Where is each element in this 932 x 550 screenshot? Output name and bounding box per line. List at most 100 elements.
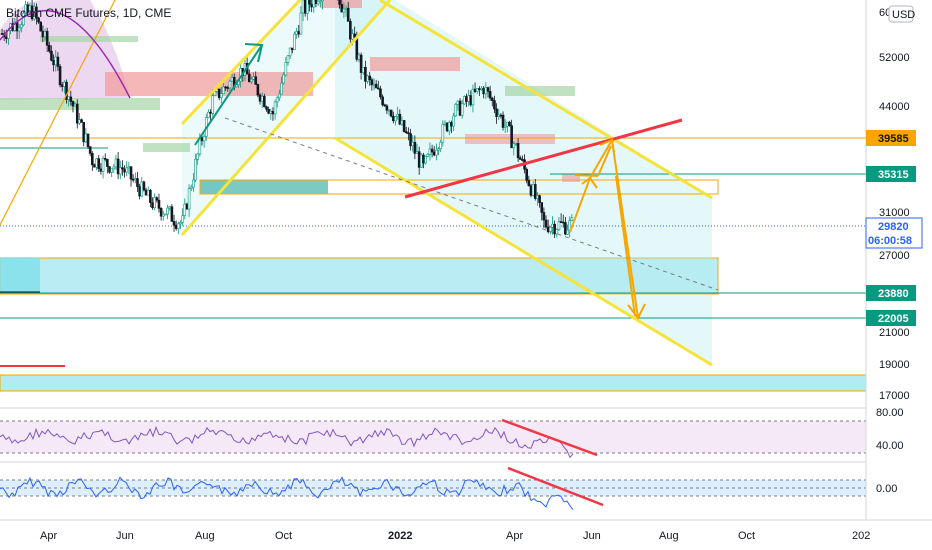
candle-body	[73, 103, 77, 107]
candle-body	[312, 0, 316, 8]
candle-body	[340, 4, 344, 13]
candle-body	[303, 0, 307, 14]
candle-body	[185, 203, 189, 210]
candle-body	[536, 195, 539, 199]
candle-body	[450, 122, 453, 127]
candle-body	[420, 154, 423, 168]
candle-body	[490, 97, 494, 101]
candle-body	[561, 221, 565, 224]
candle-body	[394, 116, 397, 122]
candle-body	[435, 149, 438, 156]
candle-body	[211, 95, 215, 114]
teal-arrow	[194, 44, 263, 146]
candle-body	[91, 153, 94, 166]
candle-body	[168, 206, 172, 209]
candle-body	[17, 27, 21, 32]
candle-body	[82, 122, 86, 143]
y-tick-label: 19000	[879, 359, 910, 371]
candle-body	[288, 47, 292, 57]
candle-body	[5, 36, 8, 39]
price-tag-label: 23880	[878, 288, 909, 300]
x-tick-label: 2022	[388, 530, 412, 542]
candle-body	[295, 31, 298, 35]
candle-body	[385, 105, 389, 111]
candle-body	[353, 33, 356, 38]
up-channel-upper	[180, 0, 302, 126]
green-block-3	[505, 86, 575, 96]
candle-body	[555, 229, 559, 235]
candle-body	[463, 96, 466, 105]
green-block-4	[143, 143, 190, 152]
currency-badge	[888, 5, 914, 23]
candle-body	[170, 206, 174, 222]
candle-body	[138, 186, 141, 197]
price-tags: 39585 35315 23880 22005	[866, 130, 916, 326]
candle-body	[22, 12, 25, 26]
candle-body	[192, 179, 195, 188]
osc-pane	[0, 461, 932, 510]
red-block-1	[105, 72, 313, 96]
candle-body	[521, 159, 524, 161]
rsi-pane	[0, 407, 932, 459]
x-tick-label: Aug	[195, 530, 215, 542]
orange-trendline	[0, 0, 116, 226]
candle-body	[499, 114, 503, 117]
candle-body	[557, 221, 561, 230]
candle-body	[417, 151, 421, 168]
candle-body	[475, 88, 479, 92]
candle-body	[267, 108, 270, 114]
candle-body	[284, 62, 288, 76]
candle-body	[114, 158, 118, 168]
candle-body	[224, 86, 227, 89]
candle-body	[209, 111, 212, 114]
orange-projection	[569, 137, 639, 319]
candle-body	[136, 178, 139, 187]
drawings	[0, 0, 719, 367]
candle-body	[252, 76, 255, 80]
candle-body	[140, 181, 144, 197]
candle-body	[60, 84, 64, 87]
candle-body	[127, 166, 131, 169]
candle-body	[37, 17, 40, 23]
green-block	[200, 180, 328, 194]
candle-body	[67, 96, 70, 100]
level-lines	[0, 137, 866, 367]
x-tick-label: Oct	[738, 530, 755, 542]
candle-body	[460, 103, 464, 116]
candle-body	[181, 215, 184, 223]
candle-body	[424, 155, 427, 164]
candle-body	[93, 164, 96, 168]
candle-body	[263, 95, 266, 108]
down-channel-lower	[334, 136, 713, 367]
candle-body	[106, 159, 109, 167]
candle-body	[387, 109, 391, 112]
candle-body	[250, 78, 253, 83]
candle-body	[226, 87, 230, 89]
candle-body	[359, 54, 363, 73]
cyan-bottom-band	[0, 374, 932, 392]
candle-body	[398, 113, 402, 125]
candle-body	[291, 47, 294, 51]
candle-body	[125, 167, 129, 173]
candle-body	[368, 75, 372, 80]
candle-body	[228, 80, 232, 89]
candle-body	[157, 199, 161, 209]
candle-body	[222, 86, 225, 95]
candle-body	[99, 168, 103, 172]
candle-body	[129, 166, 133, 180]
candle-body	[20, 24, 23, 29]
candle-body	[458, 100, 462, 116]
candle-body	[372, 83, 376, 86]
red-block-4	[465, 134, 555, 144]
rsi-line	[0, 425, 574, 459]
candle-body	[361, 66, 365, 73]
candle-body	[516, 143, 520, 159]
candle-body	[65, 81, 68, 100]
candle-body	[473, 88, 477, 92]
candle-body	[357, 54, 361, 60]
candle-body	[164, 213, 167, 216]
candle-body	[149, 189, 152, 203]
price-axis	[865, 0, 932, 520]
candle-body	[123, 168, 126, 173]
